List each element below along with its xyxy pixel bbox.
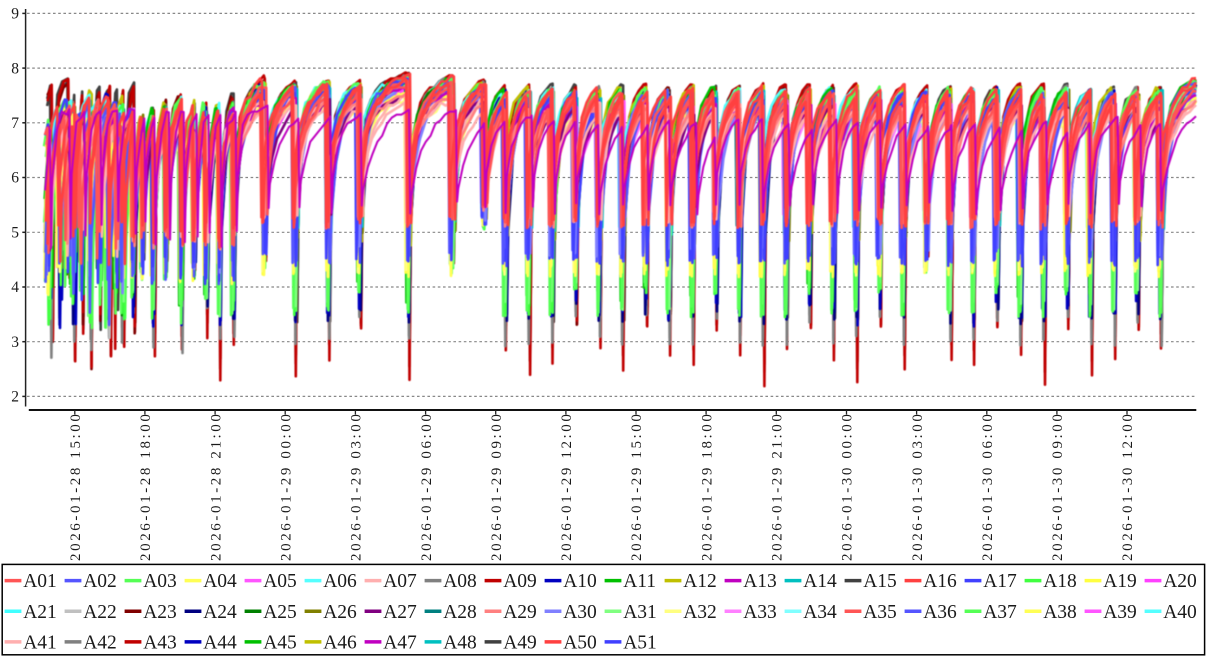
svg-text:A28: A28 [443,602,477,623]
svg-text:A41: A41 [23,633,57,654]
svg-text:A50: A50 [563,633,597,654]
svg-text:A38: A38 [1043,602,1077,623]
svg-text:2026-01-28 18:00: 2026-01-28 18:00 [138,411,154,561]
svg-text:A13: A13 [743,571,777,592]
svg-text:A37: A37 [983,602,1017,623]
svg-text:A07: A07 [383,571,417,592]
svg-text:A51: A51 [623,633,657,654]
svg-text:A49: A49 [503,633,537,654]
svg-text:A21: A21 [23,602,57,623]
svg-text:A26: A26 [323,602,357,623]
svg-text:2026-01-29 09:00: 2026-01-29 09:00 [489,411,505,561]
svg-text:A14: A14 [803,571,837,592]
svg-text:2026-01-30 06:00: 2026-01-30 06:00 [980,411,996,561]
svg-text:2026-01-30 03:00: 2026-01-30 03:00 [910,411,926,561]
svg-text:A15: A15 [863,571,897,592]
svg-text:A25: A25 [263,602,297,623]
svg-text:A46: A46 [323,633,357,654]
svg-text:A33: A33 [743,602,777,623]
svg-text:A34: A34 [803,602,837,623]
svg-text:A44: A44 [203,633,237,654]
svg-text:A23: A23 [143,602,177,623]
svg-text:A04: A04 [203,571,237,592]
svg-text:4: 4 [11,279,19,296]
svg-text:A12: A12 [683,571,717,592]
svg-text:2026-01-30 09:00: 2026-01-30 09:00 [1050,411,1066,561]
svg-text:A05: A05 [263,571,297,592]
svg-text:A16: A16 [923,571,957,592]
svg-text:A40: A40 [1163,602,1197,623]
svg-text:9: 9 [11,6,19,23]
svg-text:A19: A19 [1103,571,1137,592]
svg-text:2026-01-29 15:00: 2026-01-29 15:00 [629,411,645,561]
svg-text:A36: A36 [923,602,957,623]
svg-text:2026-01-29 03:00: 2026-01-29 03:00 [349,411,365,561]
svg-text:A01: A01 [23,571,57,592]
svg-text:A29: A29 [503,602,537,623]
svg-text:A47: A47 [383,633,417,654]
svg-text:6: 6 [11,170,19,187]
svg-text:A09: A09 [503,571,537,592]
svg-text:5: 5 [11,225,19,242]
svg-text:A02: A02 [83,571,117,592]
svg-text:3: 3 [11,334,19,351]
svg-text:2026-01-29 06:00: 2026-01-29 06:00 [419,411,435,561]
svg-text:A20: A20 [1163,571,1197,592]
svg-text:A22: A22 [83,602,117,623]
svg-text:A17: A17 [983,571,1017,592]
svg-text:2026-01-29 12:00: 2026-01-29 12:00 [559,411,575,561]
svg-text:A35: A35 [863,602,897,623]
svg-text:A39: A39 [1103,602,1137,623]
svg-text:2026-01-30 00:00: 2026-01-30 00:00 [840,411,856,561]
svg-text:A24: A24 [203,602,237,623]
svg-text:2: 2 [11,389,19,406]
svg-text:2026-01-29 18:00: 2026-01-29 18:00 [699,411,715,561]
svg-text:7: 7 [11,115,19,132]
svg-text:2026-01-29 21:00: 2026-01-29 21:00 [770,411,786,561]
svg-text:A08: A08 [443,571,477,592]
svg-text:2026-01-28 15:00: 2026-01-28 15:00 [68,411,84,561]
svg-text:A45: A45 [263,633,297,654]
svg-text:A48: A48 [443,633,477,654]
svg-text:A30: A30 [563,602,597,623]
svg-text:A42: A42 [83,633,117,654]
svg-text:A18: A18 [1043,571,1077,592]
svg-text:A27: A27 [383,602,417,623]
svg-text:2026-01-28 21:00: 2026-01-28 21:00 [208,411,224,561]
svg-text:2026-01-30 12:00: 2026-01-30 12:00 [1120,411,1136,561]
svg-text:A31: A31 [623,602,657,623]
svg-text:A32: A32 [683,602,717,623]
svg-text:2026-01-29 00:00: 2026-01-29 00:00 [278,411,294,561]
svg-text:8: 8 [11,60,19,77]
svg-text:A10: A10 [563,571,597,592]
svg-text:A06: A06 [323,571,357,592]
svg-text:A03: A03 [143,571,177,592]
svg-text:A11: A11 [623,571,656,592]
svg-text:A43: A43 [143,633,177,654]
